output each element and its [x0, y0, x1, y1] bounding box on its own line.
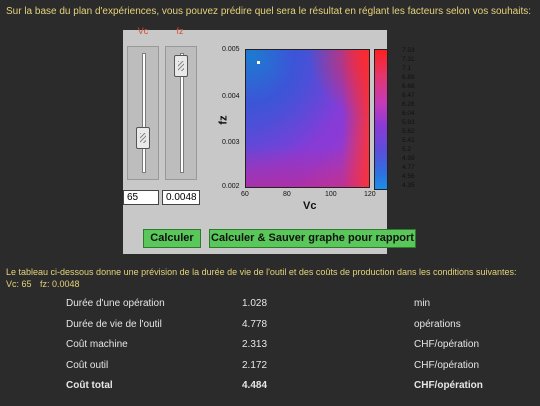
result-unit: CHF/opération: [414, 359, 480, 371]
conditions-vc: Vc: 65: [6, 279, 32, 289]
vc-slider[interactable]: [127, 46, 159, 180]
current-point-marker: [257, 61, 260, 64]
colorbar-label: 4.99: [402, 155, 415, 162]
colorbar-label: 6.26: [402, 101, 415, 108]
colorbar-label: 5.62: [402, 128, 415, 135]
result-label: Coût outil: [66, 359, 109, 371]
y-axis-title: fz: [217, 115, 230, 125]
result-row: Coût machine 2.313 CHF/opération: [66, 339, 536, 360]
colorbar-label: 7.31: [402, 56, 415, 63]
result-value: 2.313: [242, 339, 268, 350]
colorbar-label: 7.53: [402, 47, 415, 54]
result-value: 2.172: [242, 359, 268, 371]
x-tick-1: 80: [283, 191, 291, 198]
contour-plot: [245, 49, 370, 188]
colorbar: [374, 49, 388, 190]
vc-slider-label: Vc: [137, 26, 149, 36]
results-table: Durée d'une opération 1.028 min Durée de…: [66, 298, 536, 401]
fz-slider-track: [180, 53, 184, 173]
colorbar-label: 4.35: [402, 182, 415, 189]
result-value: 4.778: [242, 318, 268, 330]
fz-slider-thumb[interactable]: [174, 54, 188, 77]
conditions-fz: fz: 0.0048: [40, 279, 80, 289]
vc-slider-track: [142, 53, 146, 173]
colorbar-label: 6.04: [402, 110, 415, 117]
y-tick-3: 0.002: [222, 183, 240, 190]
result-label: Durée d'une opération: [66, 298, 165, 309]
x-axis-title: Vc: [303, 200, 317, 212]
y-tick-1: 0.004: [222, 93, 240, 100]
x-tick-0: 60: [241, 191, 249, 198]
x-tick-2: 100: [325, 191, 337, 198]
fz-input[interactable]: [162, 190, 200, 205]
fz-slider[interactable]: [165, 46, 197, 180]
y-tick-2: 0.003: [222, 139, 240, 146]
conditions-text: Le tableau ci-dessous donne une prévisio…: [6, 267, 517, 277]
colorbar-label: 5.83: [402, 119, 415, 126]
intro-text: Sur la base du plan d'expériences, vous …: [6, 6, 531, 17]
result-label: Durée de vie de l'outil: [66, 318, 162, 330]
colorbar-label: 6.68: [402, 83, 415, 90]
vc-slider-thumb[interactable]: [136, 126, 150, 149]
calculer-button[interactable]: Calculer: [143, 229, 201, 248]
result-row: Durée d'une opération 1.028 min: [66, 298, 536, 319]
colorbar-label: 5.2: [402, 146, 412, 153]
colorbar-label: 6.89: [402, 74, 415, 81]
result-value: 1.028: [242, 298, 268, 309]
fz-slider-label: fz: [176, 26, 184, 36]
conditions-description: Le tableau ci-dessous donne une prévisio…: [6, 266, 536, 290]
calculer-sauver-button[interactable]: Calculer & Sauver graphe pour rapport: [209, 229, 416, 248]
result-row: Coût outil 2.172 CHF/opération: [66, 360, 536, 381]
colorbar-label: 4.56: [402, 173, 415, 180]
colorbar-label: 4.77: [402, 164, 415, 171]
colorbar-label: 6.47: [402, 92, 415, 99]
result-row-total: Coût total 4.484 CHF/opération: [66, 380, 536, 401]
colorbar-label: 7.1: [402, 65, 412, 72]
result-unit: min: [414, 298, 431, 309]
colorbar-label: 5.41: [402, 137, 415, 144]
x-tick-3: 120: [364, 191, 376, 198]
result-unit: CHF/opération: [414, 380, 483, 391]
result-label: Coût machine: [66, 339, 128, 350]
vc-input[interactable]: [123, 190, 159, 205]
result-unit: CHF/opération: [414, 339, 480, 350]
result-label: Coût total: [66, 380, 113, 391]
result-value: 4.484: [242, 380, 268, 391]
y-tick-0: 0.005: [222, 46, 240, 53]
contour-plot-area: [245, 49, 370, 188]
result-unit: opérations: [414, 318, 461, 330]
result-row: Durée de vie de l'outil 4.778 opérations: [66, 319, 536, 340]
